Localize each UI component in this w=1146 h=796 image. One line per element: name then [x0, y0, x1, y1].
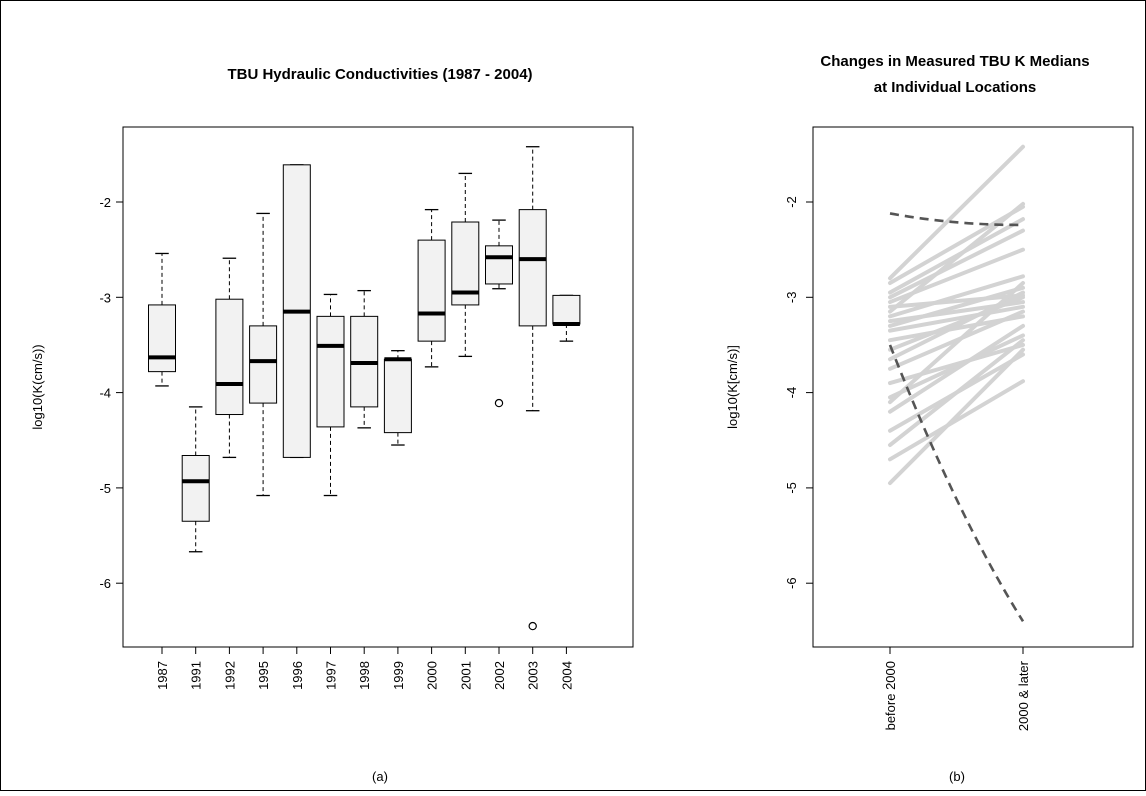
- dashed-trend-line: [889, 212, 1024, 227]
- box-2004: [552, 294, 581, 342]
- box-1995: [249, 212, 278, 497]
- box-2002: [485, 219, 513, 408]
- box-iqr: [552, 294, 581, 325]
- y-tick-label: -3: [99, 290, 111, 305]
- chart-a-boxes: [148, 146, 581, 631]
- x-tick-label: 2002: [492, 661, 507, 690]
- location-line: [888, 323, 1025, 414]
- box-2001: [451, 172, 480, 358]
- location-line: [888, 144, 1025, 281]
- y-tick-label: -4: [99, 386, 111, 401]
- chart-a-title: TBU Hydraulic Conductivities (1987 - 200…: [227, 66, 532, 83]
- outlier-point: [528, 621, 537, 631]
- chart-a-plot-area: [122, 126, 634, 648]
- y-tick-label: -5: [784, 482, 799, 494]
- chart-b-y-axis: -2 -3 -4 -5 -6: [784, 196, 813, 589]
- box-1996: [282, 164, 311, 459]
- box-iqr: [485, 245, 513, 285]
- location-line: [888, 333, 1025, 400]
- x-tick-label: 1998: [357, 661, 372, 690]
- x-tick-label: 1997: [324, 661, 339, 690]
- chart-a-x-axis: 1987 1991 1992 1995 1996 1997 1998 1999 2000 2001…: [155, 647, 574, 690]
- box-iqr: [215, 298, 244, 416]
- location-line: [888, 285, 1025, 328]
- box-2000: [417, 208, 446, 368]
- location-line: [888, 295, 1025, 352]
- x-tick-label: 1995: [256, 661, 271, 690]
- x-tick-label: 2000 & later: [1016, 660, 1031, 731]
- paired-line-chart: Changes in Measured TBU K Medians at Ind…: [725, 53, 1134, 784]
- location-line: [888, 293, 1025, 309]
- box-iqr: [383, 358, 412, 434]
- x-tick-label: 1987: [155, 661, 170, 690]
- box-iqr: [148, 304, 176, 373]
- box-1998: [350, 289, 379, 429]
- chart-b-title-line-2: at Individual Locations: [874, 79, 1037, 96]
- location-line: [888, 342, 1025, 386]
- box-iqr: [249, 325, 278, 404]
- chart-b-plot-area: [812, 126, 1134, 648]
- y-tick-label: -3: [784, 292, 799, 304]
- box-1999: [383, 350, 412, 446]
- box-1991: [181, 406, 210, 553]
- location-line: [888, 338, 1025, 448]
- location-line: [888, 379, 1025, 462]
- box-iqr: [181, 454, 210, 522]
- chart-b-x-axis: before 2000 2000 & later: [883, 647, 1031, 731]
- x-tick-label: before 2000: [883, 661, 898, 730]
- chart-b-y-axis-label: log10(K[cm/s)]: [725, 345, 740, 429]
- chart-a-caption: (a): [372, 769, 388, 784]
- location-line: [888, 304, 1025, 333]
- chart-b-title-line-1: Changes in Measured TBU K Medians: [820, 53, 1089, 70]
- y-tick-label: -2: [99, 195, 111, 210]
- x-tick-label: 1991: [189, 661, 204, 690]
- x-tick-label: 2004: [559, 661, 574, 690]
- location-line: [888, 281, 1025, 405]
- y-tick-label: -2: [784, 196, 799, 208]
- x-tick-label: 1996: [290, 661, 305, 690]
- x-tick-label: 2001: [458, 661, 473, 690]
- x-tick-label: 1999: [391, 661, 406, 690]
- box-1997: [316, 293, 345, 497]
- location-line: [888, 201, 1025, 314]
- location-line: [888, 228, 1025, 300]
- chart-a-y-axis: -2 -3 -4 -5 -6: [99, 195, 123, 591]
- y-tick-label: -4: [784, 387, 799, 399]
- dashed-trend-line: [888, 344, 1025, 623]
- x-tick-label: 2000: [425, 661, 440, 690]
- location-line: [888, 274, 1025, 319]
- box-1992: [215, 257, 244, 459]
- chart-b-caption: (b): [949, 769, 965, 784]
- chart-a-y-axis-label: log10(K(cm/s)): [30, 344, 45, 429]
- box-iqr: [518, 209, 547, 327]
- box-iqr: [417, 239, 446, 342]
- box-2003: [518, 146, 547, 631]
- box-iqr: [316, 315, 345, 428]
- outlier-point: [494, 398, 504, 408]
- x-tick-label: 1992: [222, 661, 237, 690]
- x-tick-label: 2003: [526, 661, 541, 690]
- box-1987: [148, 252, 176, 387]
- y-tick-label: -6: [784, 577, 799, 589]
- boxplot-chart: TBU Hydraulic Conductivities (1987 - 200…: [30, 66, 634, 784]
- y-tick-label: -5: [99, 481, 111, 496]
- location-line: [888, 347, 1025, 486]
- chart-b-lines: [888, 144, 1025, 623]
- y-tick-label: -6: [99, 576, 111, 591]
